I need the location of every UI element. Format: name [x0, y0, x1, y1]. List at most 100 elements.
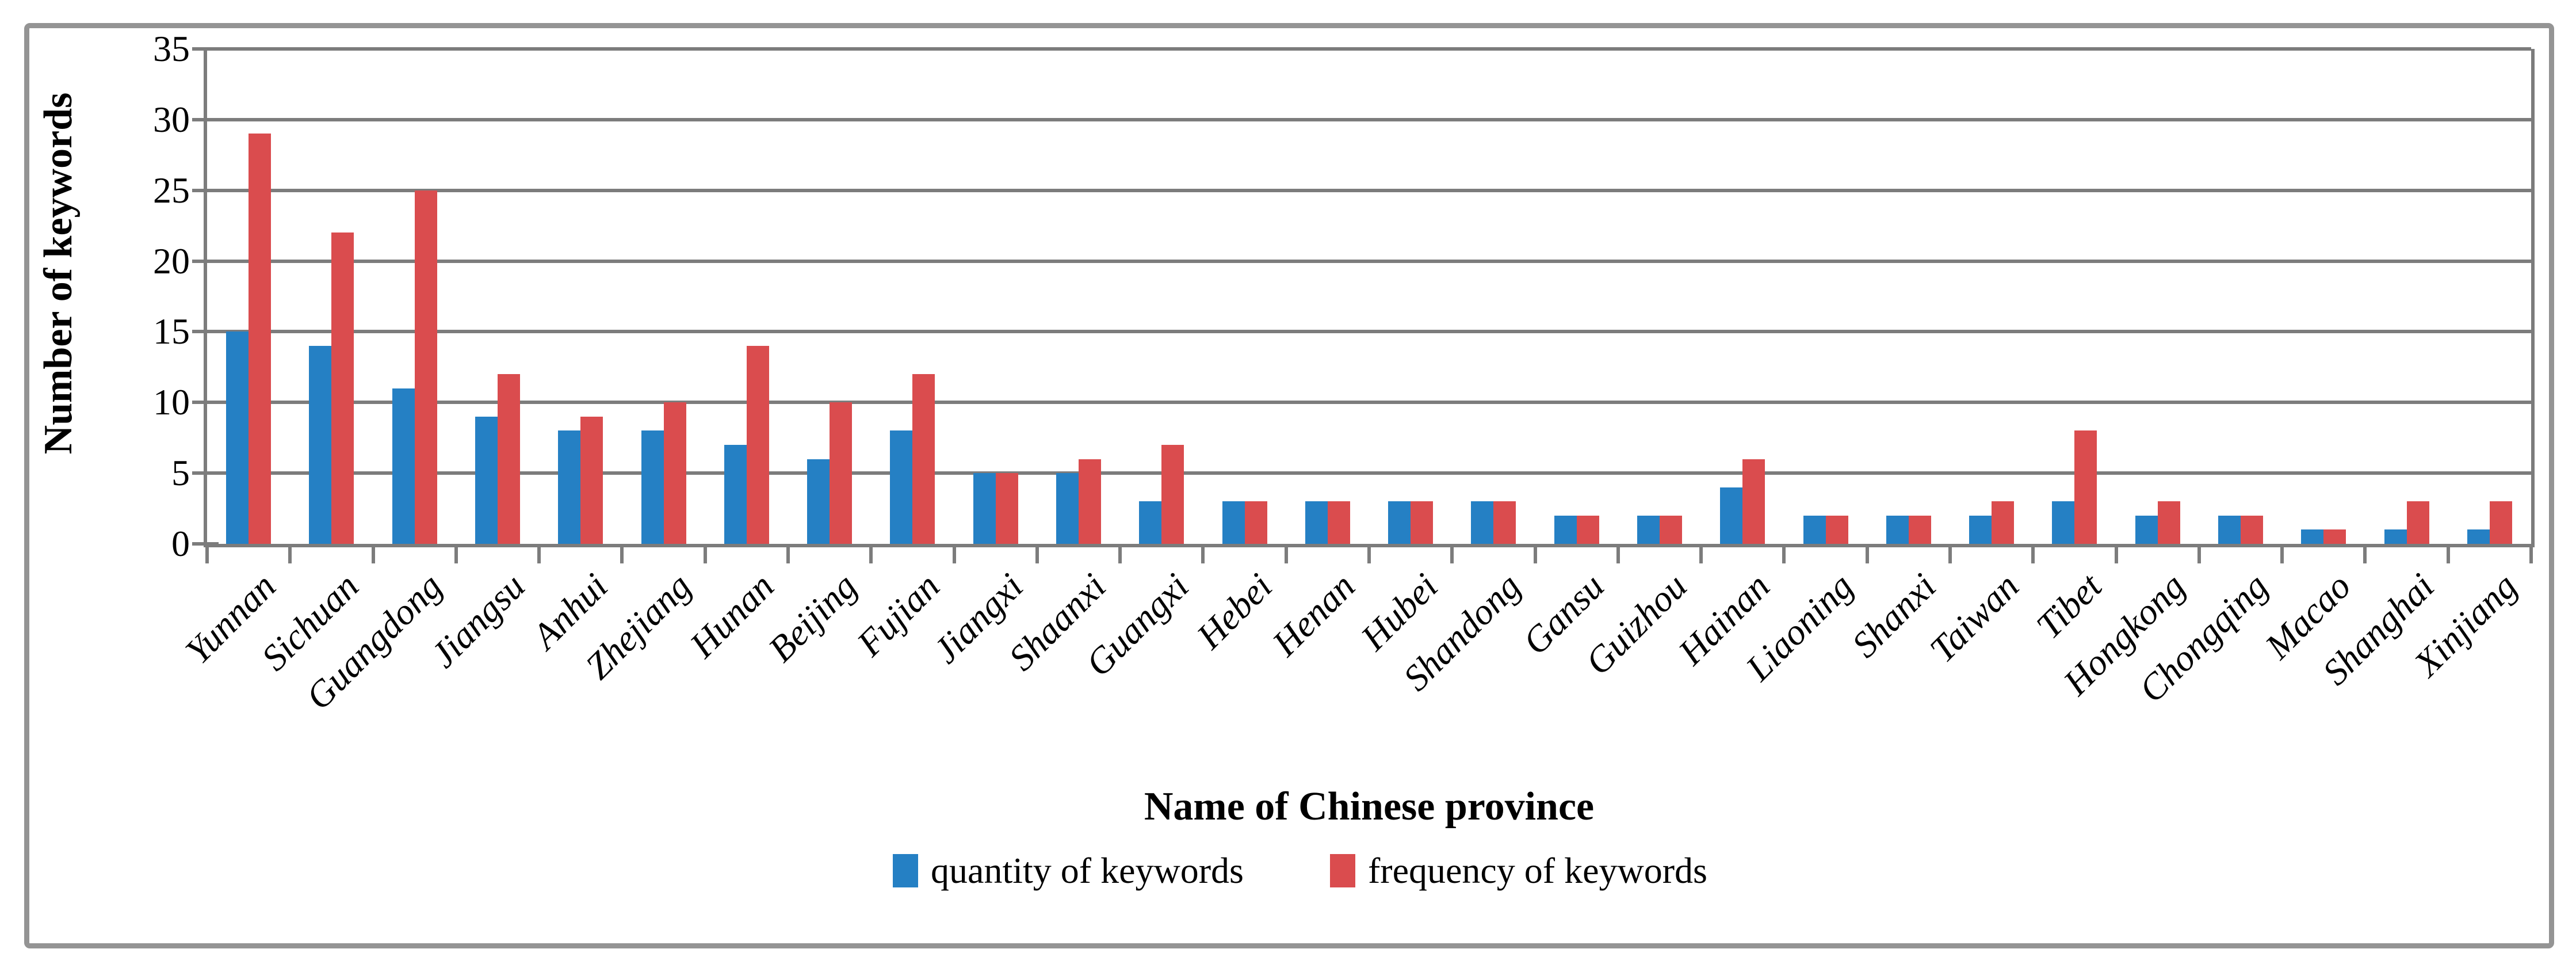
- bar-frequency-Gansu: [1576, 515, 1599, 544]
- bar-quantity-Fujian: [890, 430, 913, 544]
- x-tick-mark-8: [869, 547, 873, 563]
- x-axis-title: Name of Chinese province: [1144, 784, 1595, 829]
- gridline-30: [207, 117, 2531, 121]
- bar-quantity-Chongqing: [2218, 515, 2241, 544]
- gridline-25: [207, 188, 2531, 192]
- y-tick-label-20: 20: [153, 240, 190, 281]
- y-tick-label-30: 30: [153, 98, 190, 140]
- x-tick-mark-5: [620, 547, 624, 563]
- x-tick-mark-28: [2529, 547, 2533, 563]
- bar-quantity-Sichuan: [309, 346, 332, 544]
- y-tick-label-0: 0: [171, 523, 190, 564]
- bar-quantity-Xinjiang: [2467, 529, 2490, 544]
- x-tick-mark-21: [1948, 547, 1952, 563]
- y-axis-line: [204, 49, 207, 547]
- bar-quantity-Guizhou: [1637, 515, 1660, 544]
- x-tick-mark-2: [371, 547, 375, 563]
- gridline-35: [207, 47, 2531, 51]
- bar-frequency-Macao: [2323, 529, 2346, 544]
- legend-label-quantity: quantity of keywords: [931, 850, 1244, 891]
- bar-quantity-Hunan: [724, 445, 747, 544]
- bar-frequency-Beijing: [830, 402, 853, 544]
- x-tick-mark-20: [1865, 547, 1869, 563]
- x-tick-mark-23: [2114, 547, 2118, 563]
- x-tick-mark-12: [1201, 547, 1205, 563]
- bar-quantity-Hongkong: [2135, 515, 2158, 544]
- bar-frequency-Hebei: [1244, 501, 1267, 544]
- bar-frequency-Hainan: [1742, 459, 1765, 544]
- y-tick-mark-20: [192, 259, 219, 263]
- legend-label-frequency: frequency of keywords: [1367, 850, 1707, 891]
- x-tick-mark-27: [2446, 547, 2450, 563]
- legend-swatch-quantity: [893, 854, 919, 887]
- legend-item-quantity: quantity of keywords: [893, 851, 1244, 891]
- y-tick-mark-35: [192, 47, 219, 51]
- bar-quantity-Macao: [2301, 529, 2324, 544]
- bar-frequency-Anhui: [580, 416, 603, 544]
- gridline-20: [207, 259, 2531, 263]
- bar-frequency-Zhejiang: [663, 402, 686, 544]
- bar-quantity-Guangxi: [1139, 501, 1162, 544]
- x-tick-mark-9: [952, 547, 956, 563]
- bar-frequency-Fujian: [912, 374, 935, 544]
- y-tick-mark-10: [192, 401, 219, 405]
- bar-frequency-Chongqing: [2241, 515, 2263, 544]
- bar-quantity-Hubei: [1388, 501, 1411, 544]
- x-tick-mark-7: [786, 547, 790, 563]
- bar-quantity-Yunnan: [226, 331, 249, 544]
- legend-swatch-frequency: [1329, 854, 1355, 887]
- x-tick-mark-25: [2280, 547, 2284, 563]
- bar-frequency-Sichuan: [331, 233, 354, 544]
- x-tick-mark-15: [1450, 547, 1454, 563]
- x-tick-mark-16: [1533, 547, 1537, 563]
- y-tick-label-35: 35: [153, 28, 190, 69]
- bar-frequency-Shaanxi: [1079, 459, 1101, 544]
- right-border-line: [2531, 49, 2535, 547]
- x-tick-mark-3: [454, 547, 458, 563]
- x-axis-line: [204, 544, 2535, 547]
- bar-quantity-Beijing: [807, 459, 830, 544]
- y-tick-mark-15: [192, 330, 219, 334]
- bar-frequency-Shanghai: [2406, 501, 2429, 544]
- x-tick-mark-0: [205, 547, 209, 563]
- y-tick-label-25: 25: [153, 169, 190, 211]
- x-tick-mark-11: [1118, 547, 1122, 563]
- x-tick-mark-10: [1035, 547, 1039, 563]
- y-tick-label-15: 15: [153, 311, 190, 352]
- y-tick-mark-30: [192, 117, 219, 121]
- chart-outer-frame: [24, 23, 2554, 948]
- x-tick-mark-19: [1782, 547, 1786, 563]
- x-tick-mark-4: [537, 547, 541, 563]
- bar-frequency-Shanxi: [1908, 515, 1931, 544]
- y-tick-label-5: 5: [171, 452, 190, 494]
- bar-frequency-Hongkong: [2157, 501, 2180, 544]
- bar-frequency-Tibet: [2074, 430, 2097, 544]
- bar-quantity-Gansu: [1554, 515, 1577, 544]
- bar-quantity-Taiwan: [1969, 515, 1992, 544]
- x-tick-mark-14: [1367, 547, 1371, 563]
- bar-frequency-Guangxi: [1161, 445, 1184, 544]
- bar-quantity-Tibet: [2052, 501, 2075, 544]
- legend: quantity of keywords frequency of keyword…: [138, 851, 2462, 891]
- x-tick-mark-18: [1699, 547, 1703, 563]
- legend-item-frequency: frequency of keywords: [1329, 850, 1707, 891]
- bar-frequency-Jiangxi: [995, 473, 1018, 544]
- y-tick-mark-25: [192, 188, 219, 192]
- bar-frequency-Liaoning: [1825, 515, 1848, 544]
- bar-frequency-Guizhou: [1660, 515, 1682, 544]
- bar-frequency-Taiwan: [1992, 501, 2015, 544]
- bar-frequency-Shandong: [1493, 501, 1516, 544]
- bar-frequency-Yunnan: [249, 134, 272, 544]
- bar-quantity-Liaoning: [1803, 515, 1826, 544]
- bar-quantity-Hebei: [1222, 501, 1245, 544]
- gridline-15: [207, 330, 2531, 334]
- bar-frequency-Henan: [1327, 501, 1350, 544]
- bar-quantity-Jiangxi: [973, 473, 996, 544]
- bar-frequency-Guangdong: [414, 190, 437, 544]
- bar-frequency-Jiangsu: [498, 374, 520, 544]
- x-tick-mark-17: [1616, 547, 1620, 563]
- bar-quantity-Shanxi: [1886, 515, 1909, 544]
- bar-quantity-Shaanxi: [1056, 473, 1079, 544]
- gridline-10: [207, 401, 2531, 405]
